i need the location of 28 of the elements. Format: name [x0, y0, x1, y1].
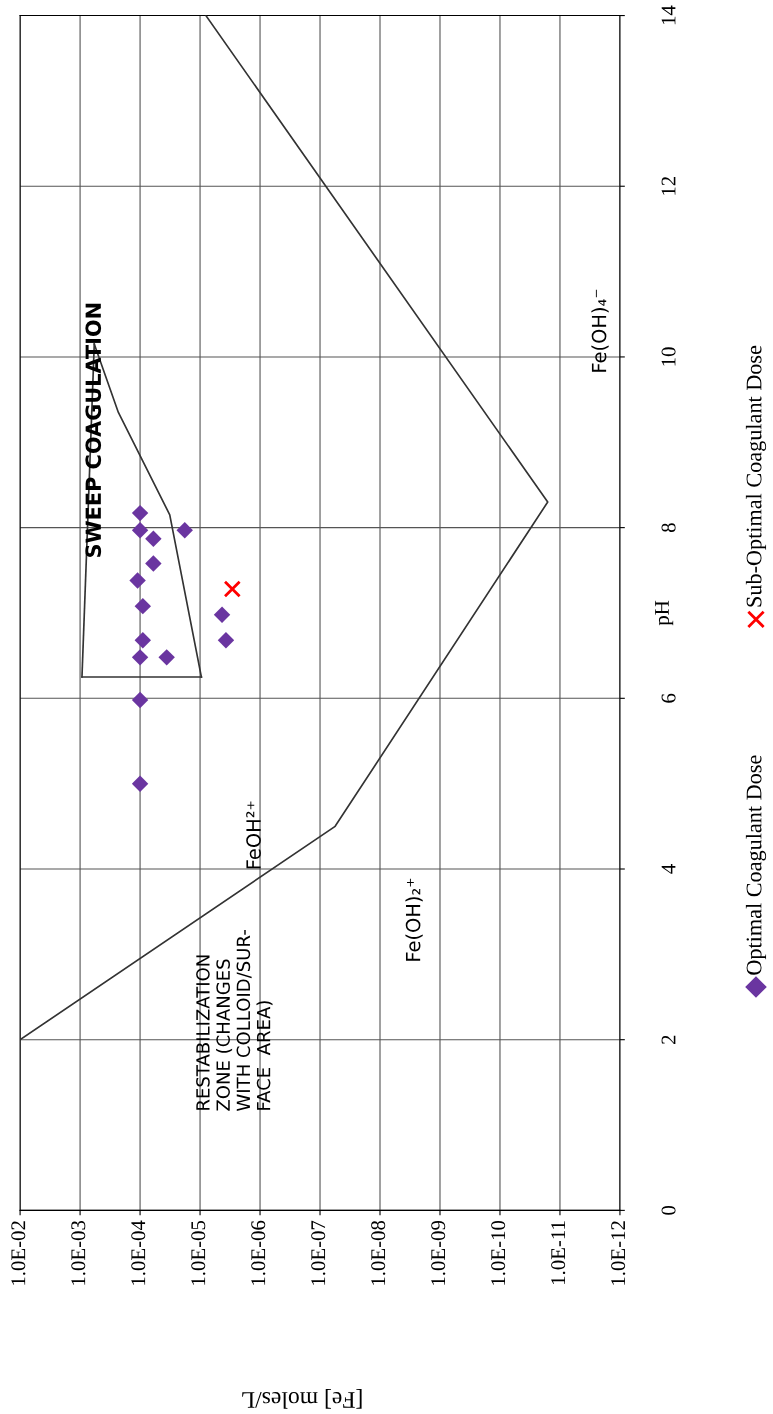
x-tick-label: 1.0E-10	[491, 1220, 506, 1285]
y-tick-label: 0	[661, 1205, 676, 1215]
y-tick-label: 4	[661, 864, 676, 874]
y-tick-label: 8	[661, 523, 676, 533]
x-tick-label: 1.0E-03	[71, 1220, 86, 1285]
y-tick-label: 12	[661, 176, 676, 195]
x-axis-title: [Fe] moles/L	[242, 1389, 362, 1409]
y-tick-label: 14	[661, 5, 676, 25]
annotation: Fe(OH)₂⁺	[405, 878, 423, 961]
x-tick-label: 1.0E-11	[551, 1221, 566, 1285]
y-tick-label: 10	[661, 347, 676, 366]
y-tick-label: 6	[661, 693, 676, 703]
y-tick-label: 2	[661, 1035, 676, 1044]
annotation: RESTABILIZATION ZONE (CHANGES WITH COLLOID/SUR- FACE AREA)	[196, 930, 273, 1111]
x-tick-label: 1.0E-02	[11, 1221, 26, 1285]
x-tick-label: 1.0E-07	[311, 1220, 326, 1285]
x-tick-label: 1.0E-08	[371, 1220, 386, 1285]
y-axis-title: pH	[655, 600, 674, 626]
x-tick-label: 1.0E-04	[131, 1220, 146, 1285]
text: Sub-Optimal Coagulant Dose	[745, 345, 767, 607]
x-tick-label: 1.0E-12	[611, 1221, 626, 1285]
annotation: SWEEP COAGULATION	[85, 303, 102, 557]
annotation: FeOH²⁺	[246, 801, 261, 869]
x-tick-label: 1.0E-09	[431, 1220, 446, 1285]
x-tick-label: 1.0E-05	[191, 1220, 206, 1285]
x-tick-label: 1.0E-06	[251, 1220, 266, 1285]
text: Optimal Coagulant Dose	[745, 755, 767, 975]
annotation: Fe(OH)₄⁻	[591, 289, 609, 372]
